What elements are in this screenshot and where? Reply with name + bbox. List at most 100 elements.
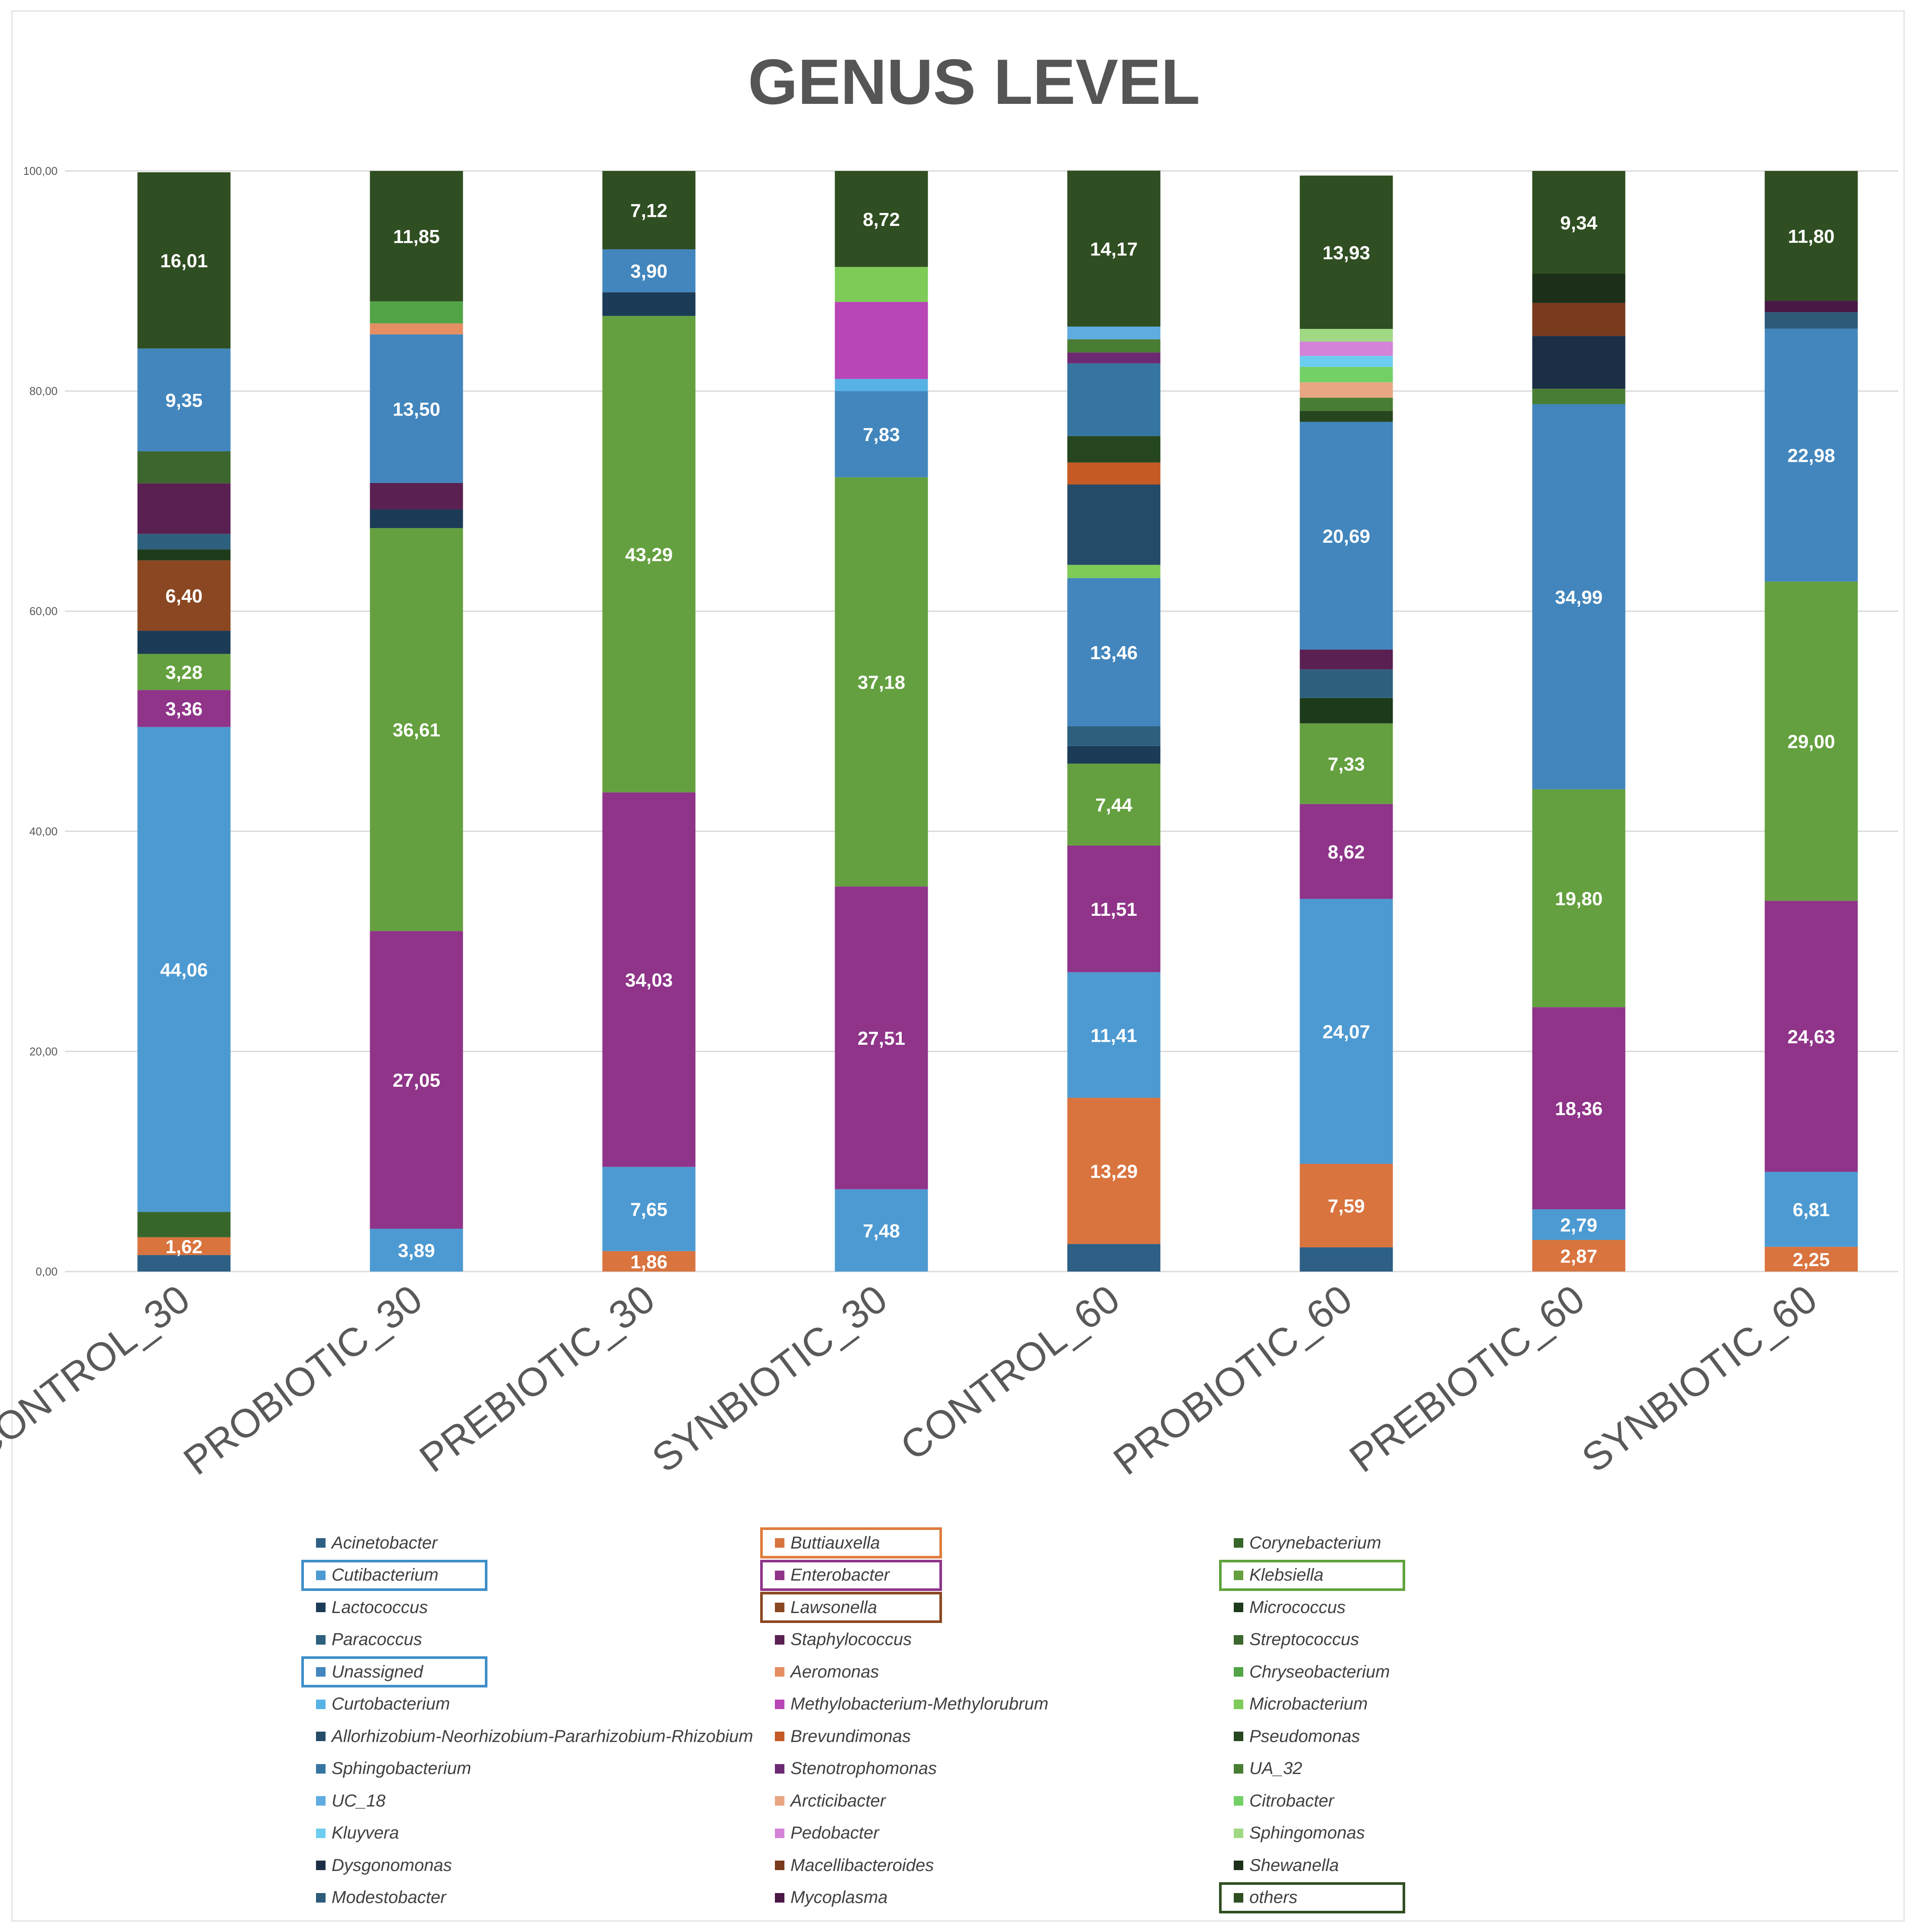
legend-item: Mycoplasma — [775, 1882, 948, 1914]
segment-citrobacter — [1300, 367, 1393, 383]
data-label: 2,87 — [1560, 1246, 1597, 1267]
legend-label: Sphingobacterium — [332, 1759, 471, 1778]
segment-cutibacterium — [1764, 1172, 1858, 1247]
legend-item: Sphingomonas — [1234, 1817, 1407, 1849]
segment-klebsiella — [1532, 789, 1626, 1008]
legend-label: Sphingomonas — [1249, 1823, 1365, 1842]
segment-paracoccus — [1067, 726, 1161, 746]
segment-ua-32 — [1532, 389, 1626, 404]
legend-label: Curtobacterium — [332, 1694, 450, 1713]
data-label: 7,44 — [1095, 795, 1132, 816]
segment-methylobacterium-methylorubrum — [835, 302, 928, 379]
legend-swatch — [775, 1893, 784, 1903]
data-label: 1,62 — [165, 1236, 203, 1257]
bar-synbiotic-30: 7,48 27,51 37,18 7,83 8,72 — [835, 171, 928, 1272]
legend-swatch — [316, 1603, 326, 1612]
segment-chryseobacterium — [370, 301, 463, 324]
segment-klebsiella — [1067, 763, 1161, 846]
data-label: 11,85 — [393, 226, 440, 248]
legend-item: Enterobacter — [760, 1559, 942, 1591]
legend-swatch — [316, 1732, 326, 1741]
legend-label: UC_18 — [332, 1791, 386, 1810]
data-label: 8,72 — [863, 209, 900, 230]
legend-swatch — [775, 1828, 784, 1838]
legend-item: Aeromonas — [775, 1656, 948, 1688]
data-label: 7,33 — [1328, 754, 1365, 775]
data-label: 1,86 — [630, 1251, 668, 1272]
legend-swatch — [316, 1538, 326, 1548]
x-axis-labels: CONTROL_30PROBIOTIC_30PREBIOTIC_30SYNBIO… — [0, 1277, 1825, 1484]
segment-unassigned — [137, 348, 231, 451]
legend-item: Corynebacterium — [1234, 1527, 1407, 1559]
segment-pseudomonas — [1300, 411, 1393, 422]
segment-paracoccus — [137, 534, 231, 550]
data-label: 7,65 — [630, 1199, 668, 1220]
legend-swatch — [316, 1796, 326, 1806]
chart-title: GENUS LEVEL — [748, 46, 1200, 118]
segment-klebsiella — [1300, 723, 1393, 804]
segment-lawsonella — [137, 560, 231, 631]
data-label: 11,80 — [1788, 226, 1835, 247]
legend-swatch — [1234, 1828, 1243, 1838]
data-label: 16,01 — [160, 251, 208, 272]
y-tick-label: 40,00 — [29, 825, 58, 838]
segment-klebsiella — [137, 654, 231, 690]
data-label: 34,03 — [625, 969, 673, 991]
legend-item: Sphingobacterium — [316, 1753, 489, 1785]
segment-klebsiella — [370, 528, 463, 931]
data-label: 13,50 — [393, 399, 440, 420]
segment-buttiauxella — [1764, 1246, 1858, 1272]
segment-pedobacter — [1300, 341, 1393, 356]
segment-others — [602, 171, 696, 250]
segment-allorhizobium-neorhizobium-pararhizobium-rhizobium — [1067, 484, 1161, 565]
x-tick-label: SYNBIOTIC_60 — [1574, 1277, 1825, 1481]
segment-micrococcus — [1300, 698, 1393, 724]
data-label: 3,28 — [165, 662, 203, 683]
segment-lactococcus — [1067, 746, 1161, 764]
data-label: 29,00 — [1787, 731, 1835, 753]
segment-others — [1067, 171, 1161, 327]
segment-arcticibacter — [1300, 382, 1393, 398]
segment-others — [1532, 171, 1626, 274]
segment-corynebacterium — [137, 1212, 231, 1237]
bar-control-60: 13,29 11,41 11,51 7,44 13,46 14,17 — [1067, 171, 1161, 1272]
x-tick-label: PREBIOTIC_30 — [412, 1277, 663, 1481]
data-label: 2,25 — [1793, 1249, 1830, 1270]
legend-label: Allorhizobium-Neorhizobium-Pararhizobium… — [332, 1726, 753, 1746]
segment-lactococcus — [370, 509, 463, 528]
segment-others — [1764, 171, 1858, 301]
legend-label: Pseudomonas — [1249, 1726, 1360, 1746]
y-tick-label: 0,00 — [35, 1265, 58, 1278]
data-label: 7,83 — [863, 424, 900, 445]
segment-cutibacterium — [137, 727, 231, 1212]
segment-klebsiella — [602, 316, 696, 792]
segment-lactococcus — [137, 631, 231, 654]
bar-prebiotic-30: 1,86 7,65 34,03 43,29 3,90 7,12 — [602, 171, 696, 1272]
segment-cutibacterium — [370, 1229, 463, 1272]
legend-item: Lawsonella — [760, 1592, 942, 1623]
legend-item: Microbacterium — [1234, 1688, 1407, 1720]
legend-swatch — [1234, 1764, 1243, 1774]
legend-label: Methylobacterium-Methylorubrum — [790, 1694, 1048, 1713]
segment-enterobacter — [1764, 901, 1858, 1172]
segment-modestobacter — [1764, 312, 1858, 329]
data-label: 19,80 — [1555, 888, 1603, 909]
data-label: 24,07 — [1322, 1021, 1370, 1043]
legend-label: Brevundimonas — [790, 1726, 911, 1746]
legend-label: Staphylococcus — [790, 1630, 912, 1649]
segment-ua-32 — [1067, 339, 1161, 353]
segment-buttiauxella — [602, 1251, 696, 1272]
legend-swatch — [775, 1667, 784, 1677]
segment-microbacterium — [1067, 565, 1161, 578]
legend-swatch — [775, 1570, 784, 1580]
segment-buttiauxella — [1067, 1098, 1161, 1244]
legend-item: Klebsiella — [1219, 1559, 1405, 1591]
legend-item: Streptococcus — [1234, 1624, 1407, 1656]
legend-label: Macellibacteroides — [790, 1855, 934, 1875]
legend-swatch — [775, 1732, 784, 1741]
legend-item: Unassigned — [301, 1656, 487, 1687]
x-tick-label: CONTROL_60 — [893, 1277, 1128, 1469]
segment-staphylococcus — [1300, 649, 1393, 670]
legend-swatch — [316, 1764, 326, 1774]
segment-microbacterium — [835, 267, 928, 302]
